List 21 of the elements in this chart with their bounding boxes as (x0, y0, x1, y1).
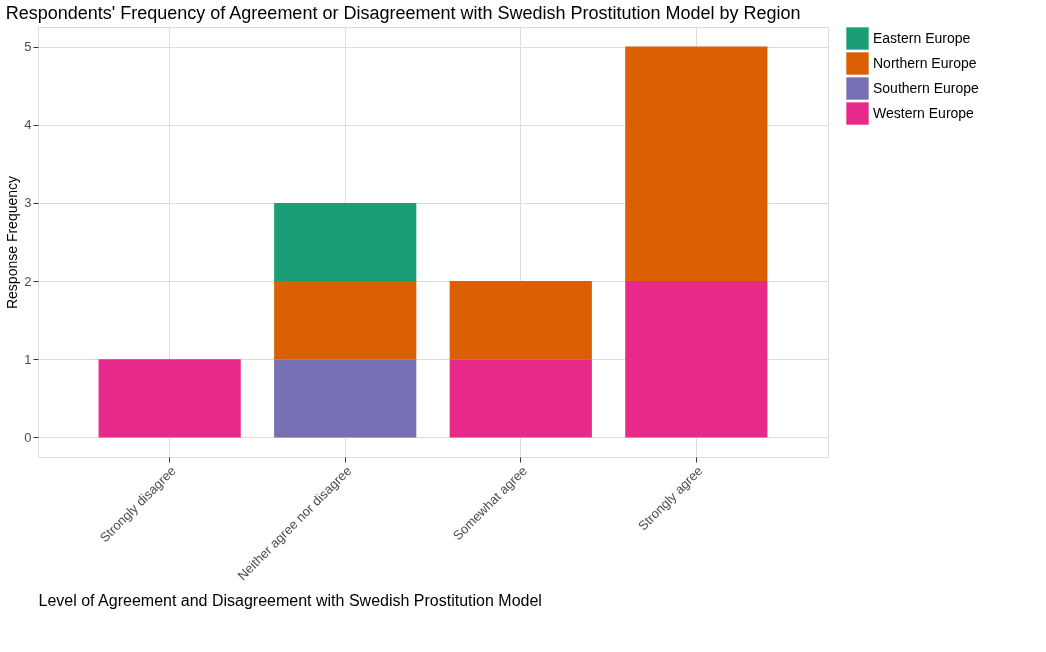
legend-label: Eastern Europe (873, 29, 971, 46)
legend-label: Southern Europe (873, 79, 980, 96)
y-tick-label: 1 (24, 351, 32, 367)
bar (449, 359, 592, 438)
chart-title: Respondents' Frequency of Agreement or Disagreement with Swedish Prostitution Model by Region (5, 3, 801, 23)
y-tick-label: 3 (24, 195, 32, 211)
bar (274, 202, 417, 282)
bar (449, 281, 592, 360)
bar (274, 359, 417, 438)
y-tick-label: 5 (24, 39, 32, 55)
legend-label: Western Europe (873, 104, 975, 121)
bar (98, 359, 241, 438)
legend-label: Northern Europe (873, 54, 977, 71)
y-tick-label: 4 (24, 117, 32, 133)
bar (274, 281, 417, 360)
y-tick-label: 2 (24, 273, 32, 289)
bar (625, 46, 768, 282)
y-tick-label: 0 (24, 429, 32, 445)
x-axis-title: Level of Agreement and Disagreement with Swedish Prostitution Model (38, 592, 542, 610)
bar (625, 281, 768, 438)
y-axis-title: Response Frequency (4, 175, 21, 310)
